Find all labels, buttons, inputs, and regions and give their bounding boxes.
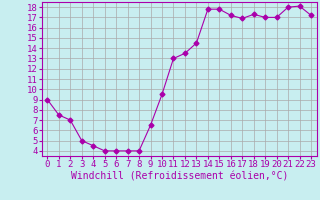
X-axis label: Windchill (Refroidissement éolien,°C): Windchill (Refroidissement éolien,°C) xyxy=(70,172,288,182)
